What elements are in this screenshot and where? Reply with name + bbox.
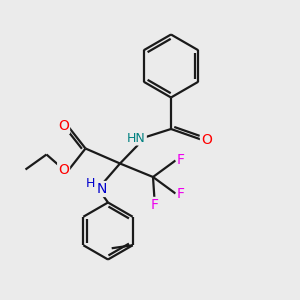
Text: F: F <box>151 198 159 212</box>
Text: O: O <box>58 119 69 133</box>
Text: O: O <box>201 133 212 146</box>
Text: F: F <box>177 154 185 167</box>
Text: HN: HN <box>127 131 146 145</box>
Text: H: H <box>86 177 96 190</box>
Text: O: O <box>58 163 69 176</box>
Text: N: N <box>97 182 107 196</box>
Text: F: F <box>177 187 185 200</box>
